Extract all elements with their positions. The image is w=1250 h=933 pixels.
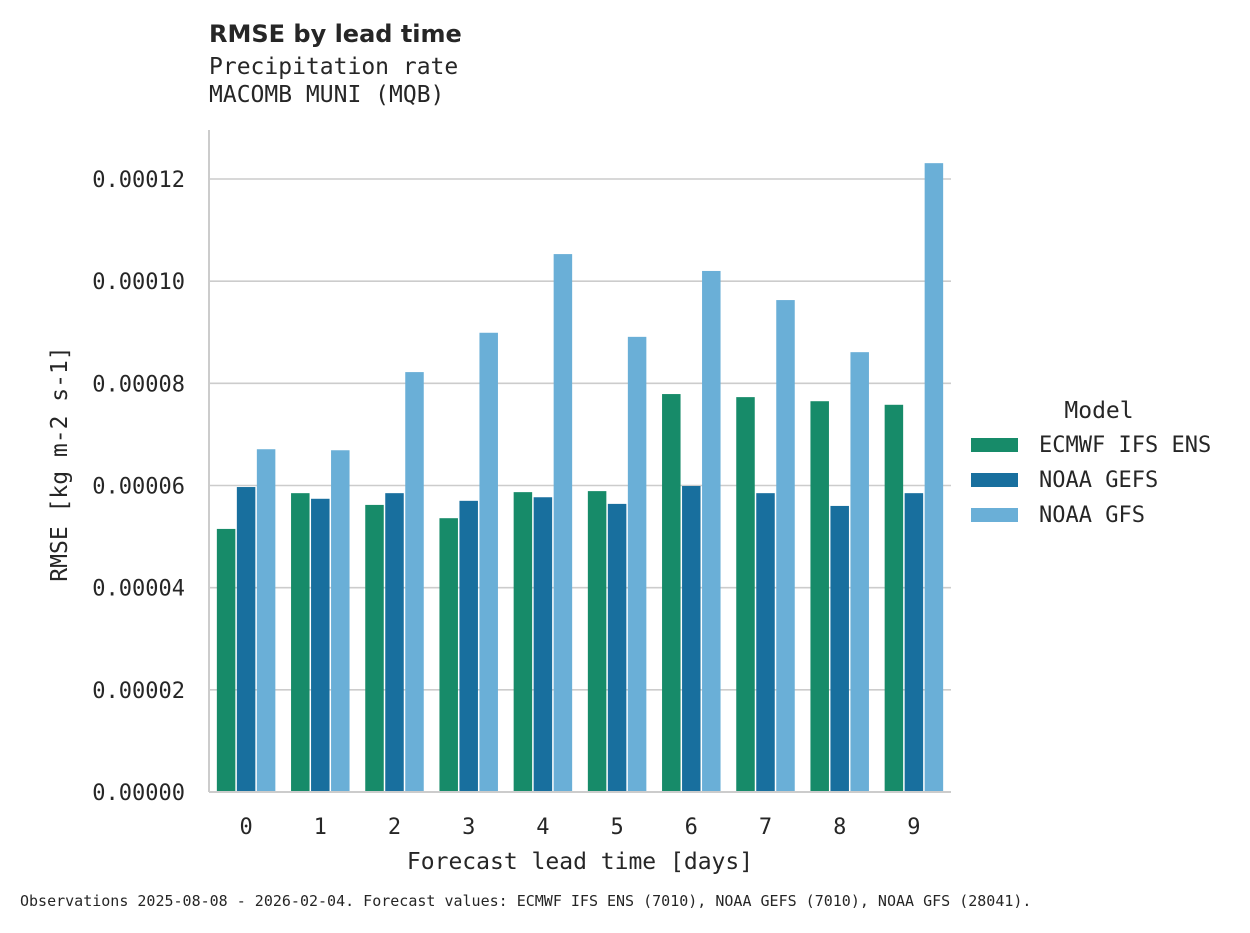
bar-noaa-gefs-day-3 xyxy=(459,500,478,792)
bar-ecmwf-ifs-ens-day-0 xyxy=(216,528,236,792)
bar-noaa-gefs-day-9 xyxy=(904,493,924,792)
chart-title: RMSE by lead time xyxy=(209,20,462,48)
bar-noaa-gefs-day-4 xyxy=(533,497,553,792)
y-tick-label: 0.00012 xyxy=(92,168,185,193)
bar-noaa-gefs-day-8 xyxy=(830,505,849,792)
x-tick-label: 0 xyxy=(239,815,252,840)
bar-noaa-gfs-day-2 xyxy=(405,372,424,792)
y-tick-label: 0.00002 xyxy=(92,679,185,704)
bar-noaa-gfs-day-3 xyxy=(479,332,498,792)
x-tick-label: 1 xyxy=(314,815,327,840)
bar-ecmwf-ifs-ens-day-2 xyxy=(365,504,384,792)
bar-noaa-gfs-day-7 xyxy=(776,300,795,792)
x-tick-label: 6 xyxy=(685,815,698,840)
bar-ecmwf-ifs-ens-day-4 xyxy=(513,492,533,792)
legend-label: NOAA GEFS xyxy=(1039,468,1158,493)
bar-noaa-gfs-day-9 xyxy=(924,163,944,792)
x-tick-label: 4 xyxy=(536,815,549,840)
legend-label: ECMWF IFS ENS xyxy=(1039,433,1211,458)
bar-noaa-gefs-day-6 xyxy=(682,486,701,792)
bar-ecmwf-ifs-ens-day-3 xyxy=(439,518,458,792)
x-tick-label: 3 xyxy=(462,815,475,840)
bar-noaa-gefs-day-1 xyxy=(311,498,330,792)
bar-noaa-gfs-day-1 xyxy=(331,450,350,792)
legend-title: Model xyxy=(1064,398,1133,424)
y-tick-label: 0.00008 xyxy=(92,372,185,397)
chart-location: MACOMB MUNI (MQB) xyxy=(209,82,444,108)
x-tick-label: 8 xyxy=(833,815,846,840)
bar-noaa-gfs-day-4 xyxy=(553,254,573,792)
x-axis-label: Forecast lead time [days] xyxy=(407,849,753,875)
bar-noaa-gfs-day-6 xyxy=(702,270,721,792)
bar-noaa-gfs-day-0 xyxy=(256,449,276,792)
x-tick-label: 5 xyxy=(610,815,623,840)
bar-ecmwf-ifs-ens-day-7 xyxy=(736,397,755,792)
chart-subtitle: Precipitation rate xyxy=(209,54,458,80)
bar-noaa-gefs-day-7 xyxy=(756,493,775,792)
footnote: Observations 2025-08-08 - 2026-02-04. Fo… xyxy=(20,892,1031,910)
x-tick-label: 2 xyxy=(388,815,401,840)
y-tick-label: 0.00000 xyxy=(92,781,185,806)
bar-noaa-gefs-day-0 xyxy=(236,487,256,792)
bar-noaa-gfs-day-8 xyxy=(850,352,869,792)
bar-noaa-gfs-day-5 xyxy=(627,336,647,792)
x-tick-label: 7 xyxy=(759,815,772,840)
x-tick-label: 9 xyxy=(907,815,920,840)
bar-ecmwf-ifs-ens-day-5 xyxy=(587,491,607,792)
y-tick-label: 0.00010 xyxy=(92,270,185,295)
bar-ecmwf-ifs-ens-day-9 xyxy=(884,404,904,792)
bar-ecmwf-ifs-ens-day-8 xyxy=(810,401,829,792)
bar-ecmwf-ifs-ens-day-6 xyxy=(662,394,681,792)
legend-swatch xyxy=(971,508,1018,522)
bar-ecmwf-ifs-ens-day-1 xyxy=(291,493,310,792)
bar-noaa-gefs-day-2 xyxy=(385,493,404,792)
y-tick-label: 0.00004 xyxy=(92,577,185,602)
legend-label: NOAA GFS xyxy=(1039,503,1145,528)
y-tick-label: 0.00006 xyxy=(92,475,185,500)
legend-swatch xyxy=(971,473,1018,487)
y-axis-label: RMSE [kg m-2 s-1] xyxy=(47,346,73,581)
legend: Model ECMWF IFS ENS NOAA GEFS NOAA GFS xyxy=(971,398,1211,528)
bar-noaa-gefs-day-5 xyxy=(607,503,627,792)
legend-swatch xyxy=(971,438,1018,452)
